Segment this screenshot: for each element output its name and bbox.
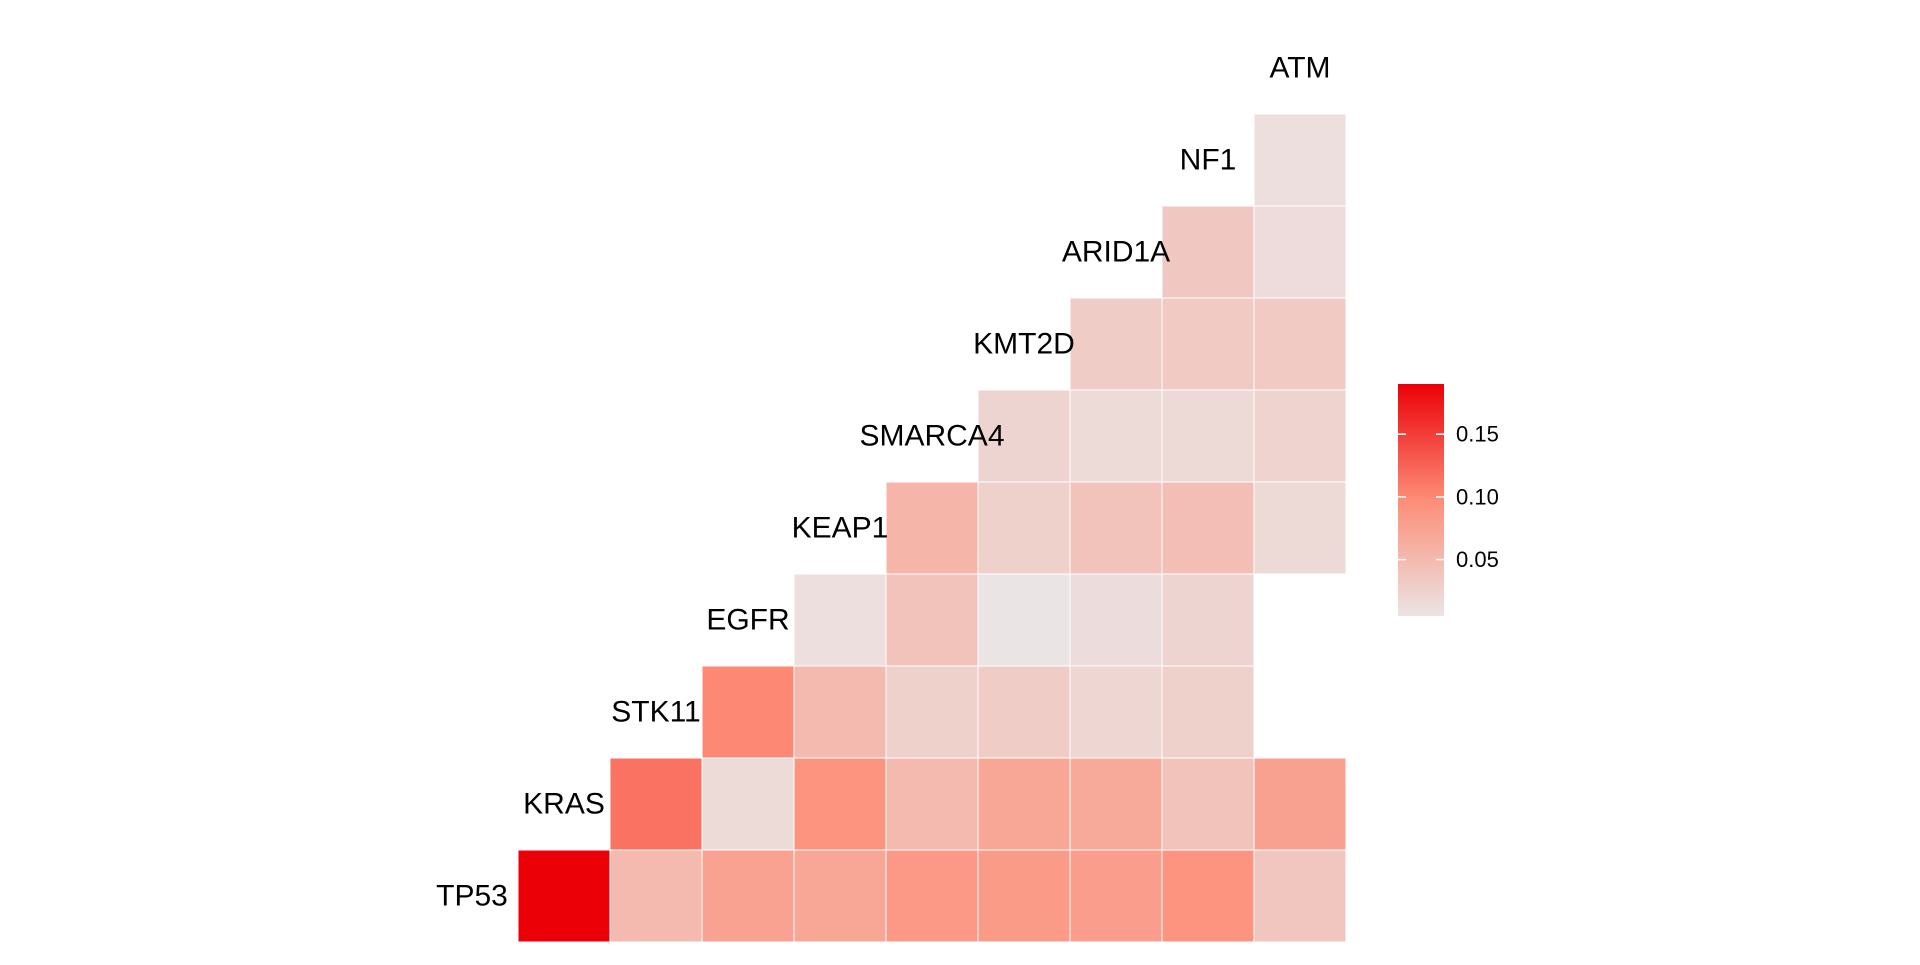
heatmap-cell-kras-egfr <box>701 757 795 851</box>
heatmap-cell-smarca4-nf1 <box>1161 389 1255 483</box>
heatmap-cell-stk11-kmt2d <box>977 665 1071 759</box>
gene-label-tp53: TP53 <box>436 880 508 913</box>
heatmap-cell-keap1-atm <box>1253 481 1347 575</box>
legend-tick-label: 0.05 <box>1456 547 1499 572</box>
heatmap-cell-kras-nf1 <box>1161 757 1255 851</box>
heatmap-cell-egfr-arid1a <box>1069 573 1163 667</box>
gene-label-kmt2d: KMT2D <box>973 328 1075 361</box>
heatmap-cell-keap1-arid1a <box>1069 481 1163 575</box>
heatmap-cell-nf1-atm <box>1253 113 1347 207</box>
legend-color-bar <box>1398 384 1444 616</box>
heatmap-cell-kras-atm <box>1253 757 1347 851</box>
gene-label-kras: KRAS <box>523 788 605 821</box>
heatmap-cell-egfr-keap1 <box>793 573 887 667</box>
color-legend: 0.05 0.10 0.15 <box>1398 384 1499 616</box>
heatmap-cell-tp53-nf1 <box>1161 849 1255 943</box>
heatmap-cell-smarca4-arid1a <box>1069 389 1163 483</box>
heatmap-cell-kras-keap1 <box>793 757 887 851</box>
gene-label-keap1: KEAP1 <box>792 512 889 545</box>
gene-labels: TP53 KRAS STK11 EGFR KEAP1 SMARCA4 KMT2D ARID1A… <box>436 52 1330 913</box>
heatmap-cell-tp53-keap1 <box>793 849 887 943</box>
heatmap-cell-egfr-smarca4 <box>885 573 979 667</box>
heatmap-cell-tp53-kmt2d <box>977 849 1071 943</box>
heatmap-cell-keap1-smarca4 <box>885 481 979 575</box>
heatmap-cell-kmt2d-nf1 <box>1161 297 1255 391</box>
gene-label-atm: ATM <box>1269 52 1330 85</box>
gene-label-stk11: STK11 <box>611 696 701 729</box>
legend-tick-label: 0.10 <box>1456 484 1499 509</box>
gene-label-arid1a: ARID1A <box>1062 236 1170 269</box>
heatmap-cell-kras-stk11 <box>609 757 703 851</box>
heatmap-cell-egfr-nf1 <box>1161 573 1255 667</box>
heatmap-cell-arid1a-nf1 <box>1161 205 1255 299</box>
gene-label-nf1: NF1 <box>1180 144 1237 177</box>
heatmap-cell-stk11-smarca4 <box>885 665 979 759</box>
legend-tick-label: 0.15 <box>1456 422 1499 447</box>
heatmap-cell-keap1-kmt2d <box>977 481 1071 575</box>
heatmap-cell-kmt2d-arid1a <box>1069 297 1163 391</box>
heatmap-cell-tp53-arid1a <box>1069 849 1163 943</box>
heatmap-cell-stk11-egfr <box>701 665 795 759</box>
heatmap-cell-kras-smarca4 <box>885 757 979 851</box>
heatmap-cell-tp53-egfr <box>701 849 795 943</box>
heatmap-cell-tp53-atm <box>1253 849 1347 943</box>
heatmap-cell-egfr-kmt2d <box>977 573 1071 667</box>
heatmap-cell-stk11-nf1 <box>1161 665 1255 759</box>
heatmap-cell-kmt2d-atm <box>1253 297 1347 391</box>
heatmap-cell-tp53-smarca4 <box>885 849 979 943</box>
heatmap-cell-arid1a-atm <box>1253 205 1347 299</box>
heatmap-cell-keap1-nf1 <box>1161 481 1255 575</box>
gene-label-egfr: EGFR <box>706 604 789 637</box>
heatmap-cell-stk11-keap1 <box>793 665 887 759</box>
heatmap-cell-kras-arid1a <box>1069 757 1163 851</box>
gene-label-smarca4: SMARCA4 <box>859 420 1004 453</box>
heatmap-cell-tp53-stk11 <box>609 849 703 943</box>
heatmap-cell-stk11-arid1a <box>1069 665 1163 759</box>
heatmap-cell-smarca4-kmt2d <box>977 389 1071 483</box>
heatmap-cell-tp53-kras <box>517 849 611 943</box>
heatmap-cells <box>517 113 1347 943</box>
heatmap-cell-smarca4-atm <box>1253 389 1347 483</box>
heatmap-cell-kras-kmt2d <box>977 757 1071 851</box>
